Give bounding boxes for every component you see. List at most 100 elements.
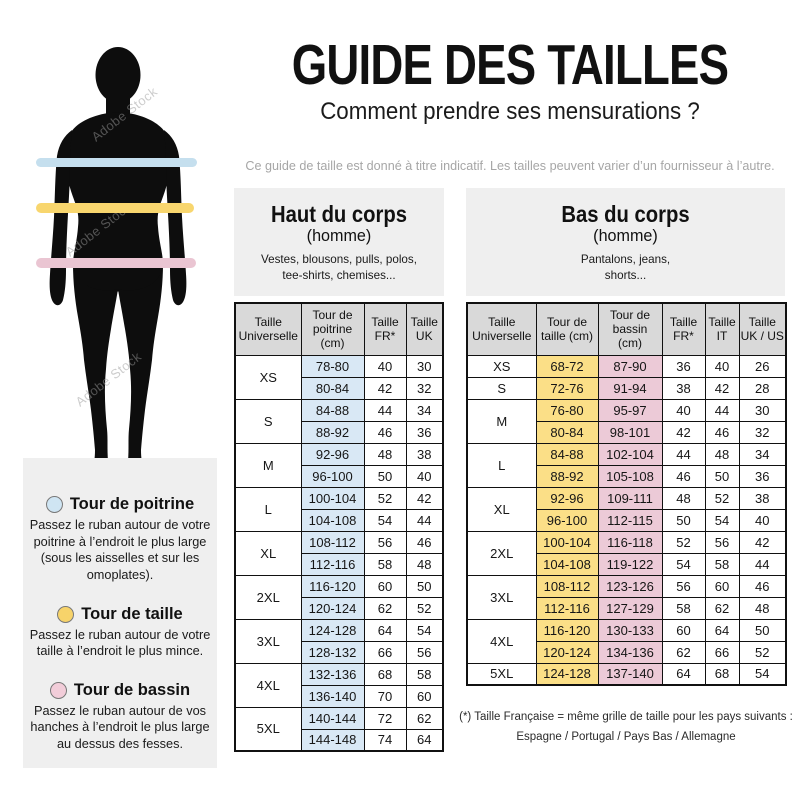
legend-title-chest: Tour de poitrine xyxy=(69,495,195,513)
table-row: L 84-88 102-104 44 48 34 xyxy=(466,442,787,488)
table-cell: 80-84 xyxy=(300,376,365,400)
size-label-cell: 4XL xyxy=(466,618,537,664)
table-cell: 38 xyxy=(405,442,444,466)
column-header: Tour de bassin (cm) xyxy=(597,302,663,356)
table-cell: 44 xyxy=(405,508,444,532)
table-cell: 44 xyxy=(738,552,787,576)
table-cell: 112-115 xyxy=(597,508,663,532)
size-label-cell: XS xyxy=(234,354,302,400)
size-label-cell: 3XL xyxy=(234,618,302,664)
table-row: 104-108 119-122 54 58 44 xyxy=(467,552,787,576)
table-cell: 102-104 xyxy=(597,442,663,466)
table-row: 112-116 127-129 58 62 48 xyxy=(467,596,787,620)
table-cell: 98-101 xyxy=(597,420,663,444)
table-cell: 44 xyxy=(704,398,740,422)
table-cell: 32 xyxy=(405,376,444,400)
table-row: 3XL 124-128 64 54 xyxy=(234,618,444,664)
size-label-cell: XL xyxy=(234,530,302,576)
table-cell: 104-108 xyxy=(300,508,365,532)
table-cell: 42 xyxy=(405,486,444,510)
table-cell: 92-96 xyxy=(535,486,599,510)
table-row: 80-84 42 32 xyxy=(235,376,444,400)
table-cell: 36 xyxy=(661,354,706,378)
table-cell: 95-97 xyxy=(597,398,663,422)
table-cell: 78-80 xyxy=(300,354,365,378)
table-cell: 116-120 xyxy=(300,574,365,598)
size-label-cell: 4XL xyxy=(234,662,302,708)
table-cell: 42 xyxy=(661,420,706,444)
table-row: 120-124 134-136 62 66 52 xyxy=(467,640,787,664)
table-cell: 46 xyxy=(738,574,787,598)
table-cell: 105-108 xyxy=(597,464,663,488)
disclaimer-note: Ce guide de taille est donné à titre ind… xyxy=(245,158,775,173)
table-cell: 44 xyxy=(661,442,706,466)
table-cell: 84-88 xyxy=(300,398,365,422)
column-header: Tour de poitrine (cm) xyxy=(300,302,365,356)
header: GUIDE DES TAILLES Comment prendre ses me… xyxy=(225,36,795,126)
hips-color-dot-icon xyxy=(49,681,67,699)
table-cell: 132-136 xyxy=(300,662,365,686)
table-cell: 56 xyxy=(704,530,740,554)
silhouette-left-arm xyxy=(49,130,72,306)
table-cell: 54 xyxy=(704,508,740,532)
table-cell: 66 xyxy=(363,640,407,664)
lower-body-audience: (homme) xyxy=(593,226,658,246)
table-cell: 30 xyxy=(738,398,787,422)
chest-color-dot-icon xyxy=(45,496,63,513)
table-cell: 52 xyxy=(661,530,706,554)
table-cell: 62 xyxy=(363,596,407,620)
table-cell: 108-112 xyxy=(535,574,599,598)
size-label-cell: XS xyxy=(466,354,537,378)
table-cell: 48 xyxy=(405,552,444,576)
table-row: M 76-80 95-97 40 44 30 xyxy=(466,398,787,444)
chest-measure-band xyxy=(36,158,197,167)
table-cell: 62 xyxy=(661,640,706,664)
table-cell: 52 xyxy=(738,640,787,664)
legend-item-hips: Tour de bassin Passez le ruban autour de… xyxy=(23,681,217,753)
column-header: Taille FR* xyxy=(363,302,407,356)
column-header: Taille FR* xyxy=(661,302,706,356)
lower-body-description: Pantalons, jeans, shorts... xyxy=(580,251,671,282)
table-cell: 48 xyxy=(661,486,706,510)
page-title: GUIDE DES TAILLES xyxy=(291,33,729,97)
table-cell: 50 xyxy=(405,574,444,598)
table-cell: 62 xyxy=(405,706,444,730)
table-cell: 26 xyxy=(738,354,787,378)
table-cell: 54 xyxy=(738,662,787,686)
table-cell: 64 xyxy=(661,662,706,686)
upper-body-panel: Haut du corps (homme) Vestes, blousons, … xyxy=(234,188,444,296)
size-label-cell: M xyxy=(234,442,302,488)
waist-measure-band xyxy=(36,203,194,213)
table-cell: 50 xyxy=(363,464,407,488)
table-cell: 100-104 xyxy=(300,486,365,510)
table-cell: 54 xyxy=(405,618,444,642)
table-cell: 34 xyxy=(738,442,787,466)
table-cell: 40 xyxy=(738,508,787,532)
table-cell: 68 xyxy=(363,662,407,686)
table-cell: 120-124 xyxy=(535,640,599,664)
upper-body-title: Haut du corps xyxy=(270,201,408,227)
table-cell: 60 xyxy=(405,684,444,708)
table-cell: 40 xyxy=(661,398,706,422)
footnote-line-2: Espagne / Portugal / Pays Bas / Allemagn… xyxy=(516,731,736,744)
table-row: XS 78-80 40 30 xyxy=(234,354,444,400)
table-cell: 44 xyxy=(363,398,407,422)
lower-body-size-table: Taille Universelle Tour de taille (cm) Tou… xyxy=(466,302,787,686)
table-row: 4XL 116-120 130-133 60 64 50 xyxy=(466,618,787,664)
table-cell: 76-80 xyxy=(535,398,599,422)
table-cell: 52 xyxy=(363,486,407,510)
table-cell: 64 xyxy=(704,618,740,642)
table-cell: 108-112 xyxy=(300,530,365,554)
table-cell: 96-100 xyxy=(300,464,365,488)
table-cell: 136-140 xyxy=(300,684,365,708)
table-cell: 50 xyxy=(704,464,740,488)
table-row: 96-100 50 40 xyxy=(235,464,444,488)
lower-body-panel: Bas du corps (homme) Pantalons, jeans, s… xyxy=(466,188,785,296)
table-cell: 36 xyxy=(405,420,444,444)
table-cell: 38 xyxy=(738,486,787,510)
table-row: 128-132 66 56 xyxy=(235,640,444,664)
table-row: 80-84 98-101 42 46 32 xyxy=(467,420,787,444)
silhouette-right-arm xyxy=(164,130,187,306)
table-cell: 46 xyxy=(704,420,740,444)
